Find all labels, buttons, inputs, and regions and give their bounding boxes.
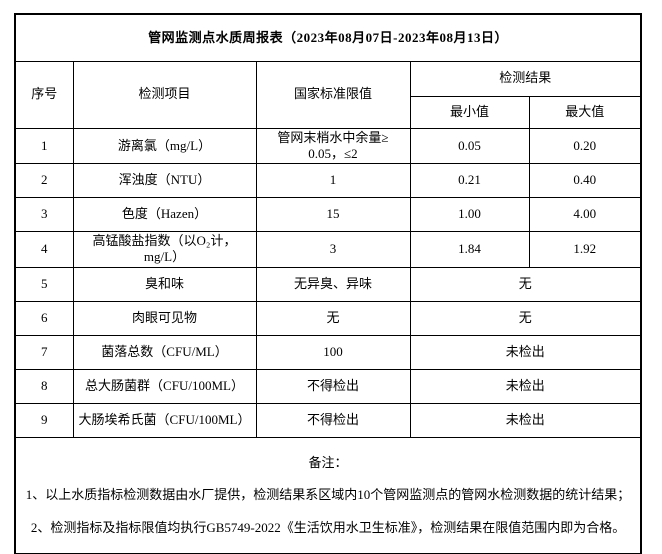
col-header-standard: 国家标准限值: [255, 60, 411, 129]
row-standard: 15: [255, 197, 411, 232]
row-min: 0.21: [409, 163, 530, 198]
row-result: 未检出: [409, 402, 642, 438]
row-standard: 不得检出: [255, 368, 411, 404]
notes-line-1: 1、以上水质指标检测数据由水厂提供，检测结果系区域内10个管网监测点的管网水检测…: [25, 487, 631, 503]
col-header-max: 最大值: [528, 95, 642, 129]
table-row: 4 高锰酸盐指数（以O₂计，mg/L） 3 1.84 1.92: [14, 231, 642, 268]
row-standard: 无异臭、异味: [255, 266, 411, 302]
row-seq: 9: [14, 402, 74, 438]
table-row: 1 游离氯（mg/L） 管网末梢水中余量≥ 0.05，≤2 0.05 0.20: [14, 127, 642, 164]
notes-line-2: 2、检测指标及指标限值均执行GB5749-2022《生活饮用水卫生标准》，检测结…: [30, 519, 626, 535]
table-row: 7 菌落总数（CFU/ML） 100 未检出: [14, 334, 642, 370]
row-standard: 100: [255, 334, 411, 370]
row-item: 游离氯（mg/L）: [72, 127, 257, 164]
row-max: 0.20: [528, 127, 642, 164]
notes-label: 备注：: [308, 454, 348, 470]
row-standard: 不得检出: [255, 402, 411, 438]
row-item: 浑浊度（NTU）: [72, 163, 257, 198]
row-item: 总大肠菌群（CFU/100ML）: [72, 368, 257, 404]
row-seq: 6: [14, 300, 74, 336]
row-item: 菌落总数（CFU/ML）: [72, 334, 257, 370]
header-row-sub: 最小值 最大值: [15, 95, 642, 129]
row-seq: 8: [14, 368, 74, 404]
table-row: 9 大肠埃希氏菌（CFU/100ML） 不得检出 未检出: [14, 402, 642, 438]
report-title: 管网监测点水质周报表（2023年08月07日-2023年08月13日）: [14, 13, 642, 62]
row-seq: 5: [14, 266, 74, 302]
col-header-result: 检测结果: [409, 60, 642, 97]
table-row: 2 浑浊度（NTU） 1 0.21 0.40: [14, 163, 642, 198]
row-max: 0.40: [528, 163, 642, 198]
row-item: 高锰酸盐指数（以O₂计，mg/L）: [72, 231, 257, 268]
water-quality-table: 管网监测点水质周报表（2023年08月07日-2023年08月13日） 序号 检…: [14, 13, 643, 554]
table-row: 6 肉眼可见物 无 无: [14, 300, 642, 336]
notes: 备注： 1、以上水质指标检测数据由水厂提供，检测结果系区域内10个管网监测点的管…: [14, 436, 642, 554]
row-item: 臭和味: [72, 266, 257, 302]
row-item: 大肠埃希氏菌（CFU/100ML）: [72, 402, 257, 438]
col-header-item: 检测项目: [72, 60, 257, 129]
table-row: 3 色度（Hazen） 15 1.00 4.00: [14, 197, 642, 232]
row-min: 1.84: [409, 231, 530, 268]
row-max: 1.92: [528, 231, 642, 268]
row-item: 肉眼可见物: [72, 300, 257, 336]
row-seq: 2: [14, 163, 74, 198]
row-seq: 7: [14, 334, 74, 370]
row-standard: 3: [255, 231, 411, 268]
row-seq: 4: [14, 231, 74, 268]
col-header-min: 最小值: [409, 95, 530, 129]
header-row-top: 序号 检测项目 国家标准限值 检测结果: [14, 60, 642, 129]
row-item: 色度（Hazen）: [72, 197, 257, 232]
row-result: 无: [409, 300, 642, 336]
row-standard: 1: [255, 163, 411, 198]
title-row: 管网监测点水质周报表（2023年08月07日-2023年08月13日）: [14, 13, 642, 62]
row-min: 1.00: [409, 197, 530, 232]
table-row: 5 臭和味 无异臭、异味 无: [14, 266, 642, 302]
row-max: 4.00: [528, 197, 642, 232]
row-min: 0.05: [409, 127, 530, 164]
row-result: 未检出: [409, 368, 642, 404]
row-result: 未检出: [409, 334, 642, 370]
notes-row: 备注： 1、以上水质指标检测数据由水厂提供，检测结果系区域内10个管网监测点的管…: [14, 436, 642, 554]
row-seq: 3: [14, 197, 74, 232]
table-row: 8 总大肠菌群（CFU/100ML） 不得检出 未检出: [14, 368, 642, 404]
row-standard: 无: [255, 300, 411, 336]
row-seq: 1: [14, 127, 74, 164]
row-standard: 管网末梢水中余量≥ 0.05，≤2: [255, 127, 411, 164]
col-header-seq: 序号: [14, 60, 74, 129]
row-result: 无: [409, 266, 642, 302]
